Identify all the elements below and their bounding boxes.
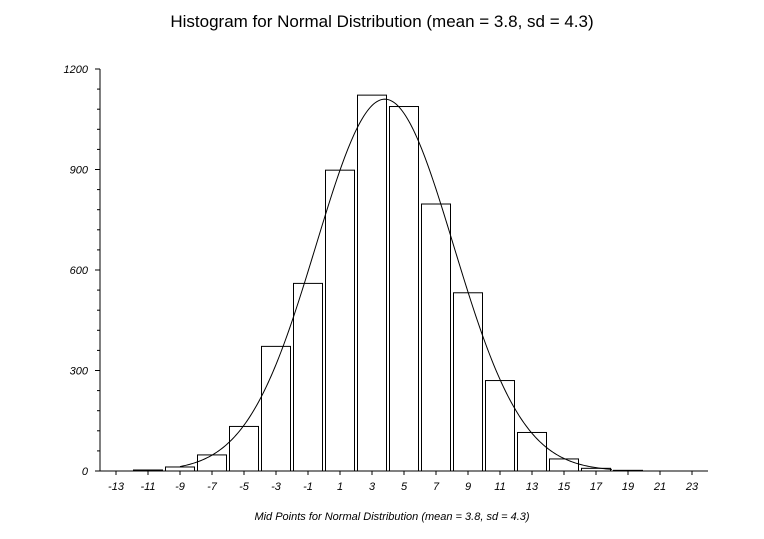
histogram-bar xyxy=(293,282,323,472)
histogram-bar xyxy=(197,454,227,472)
x-tick-label: 13 xyxy=(526,481,539,493)
x-tick-label: 1 xyxy=(337,481,343,493)
x-tick-label: -7 xyxy=(207,481,218,493)
x-tick-label: 15 xyxy=(558,481,571,493)
y-axis-ticks: 0 300 600 900 1200 xyxy=(64,64,100,478)
x-tick-label: 17 xyxy=(590,481,603,493)
x-tick-label: 23 xyxy=(685,481,699,493)
histogram-bar xyxy=(357,94,387,472)
x-axis-ticks: -13 -11 -9 -7 -5 -3 -1 1 3 5 7 9 11 13 15 17 19 21 23 xyxy=(108,471,699,493)
histogram-bar xyxy=(485,380,515,472)
x-tick-label: -13 xyxy=(108,481,125,493)
x-tick-label: -5 xyxy=(239,481,250,493)
y-tick-label: 1200 xyxy=(64,64,89,76)
x-tick-label: 11 xyxy=(494,481,505,493)
x-tick-label: 21 xyxy=(653,481,666,493)
normal-curve-layer xyxy=(179,98,613,470)
y-tick-label: 600 xyxy=(70,265,89,277)
histogram-bar xyxy=(453,292,483,472)
histogram-bar xyxy=(229,425,259,472)
histogram-bar xyxy=(549,458,579,472)
histogram-bar xyxy=(517,431,547,472)
histogram-bar xyxy=(261,345,291,472)
x-tick-label: 19 xyxy=(622,481,634,493)
x-tick-label: 5 xyxy=(401,481,408,493)
x-tick-label: 9 xyxy=(465,481,471,493)
x-tick-label: -3 xyxy=(271,481,282,493)
x-tick-label: -9 xyxy=(175,481,185,493)
y-tick-label: 300 xyxy=(70,366,89,378)
x-tick-label: 7 xyxy=(433,481,440,493)
chart-title: Histogram for Normal Distribution (mean … xyxy=(170,12,594,31)
histogram-bar xyxy=(389,106,419,472)
y-tick-label: 900 xyxy=(70,165,89,177)
x-axis-label: Mid Points for Normal Distribution (mean… xyxy=(254,511,529,523)
normal-curve xyxy=(179,98,613,470)
histogram-bar xyxy=(421,203,451,472)
histogram-bar xyxy=(165,466,195,472)
histogram-bars xyxy=(133,94,643,472)
histogram-bar xyxy=(325,169,355,472)
x-tick-label: -1 xyxy=(303,481,313,493)
y-tick-label: 0 xyxy=(82,466,89,478)
x-tick-label: 3 xyxy=(369,481,376,493)
x-tick-label: -11 xyxy=(140,481,155,493)
